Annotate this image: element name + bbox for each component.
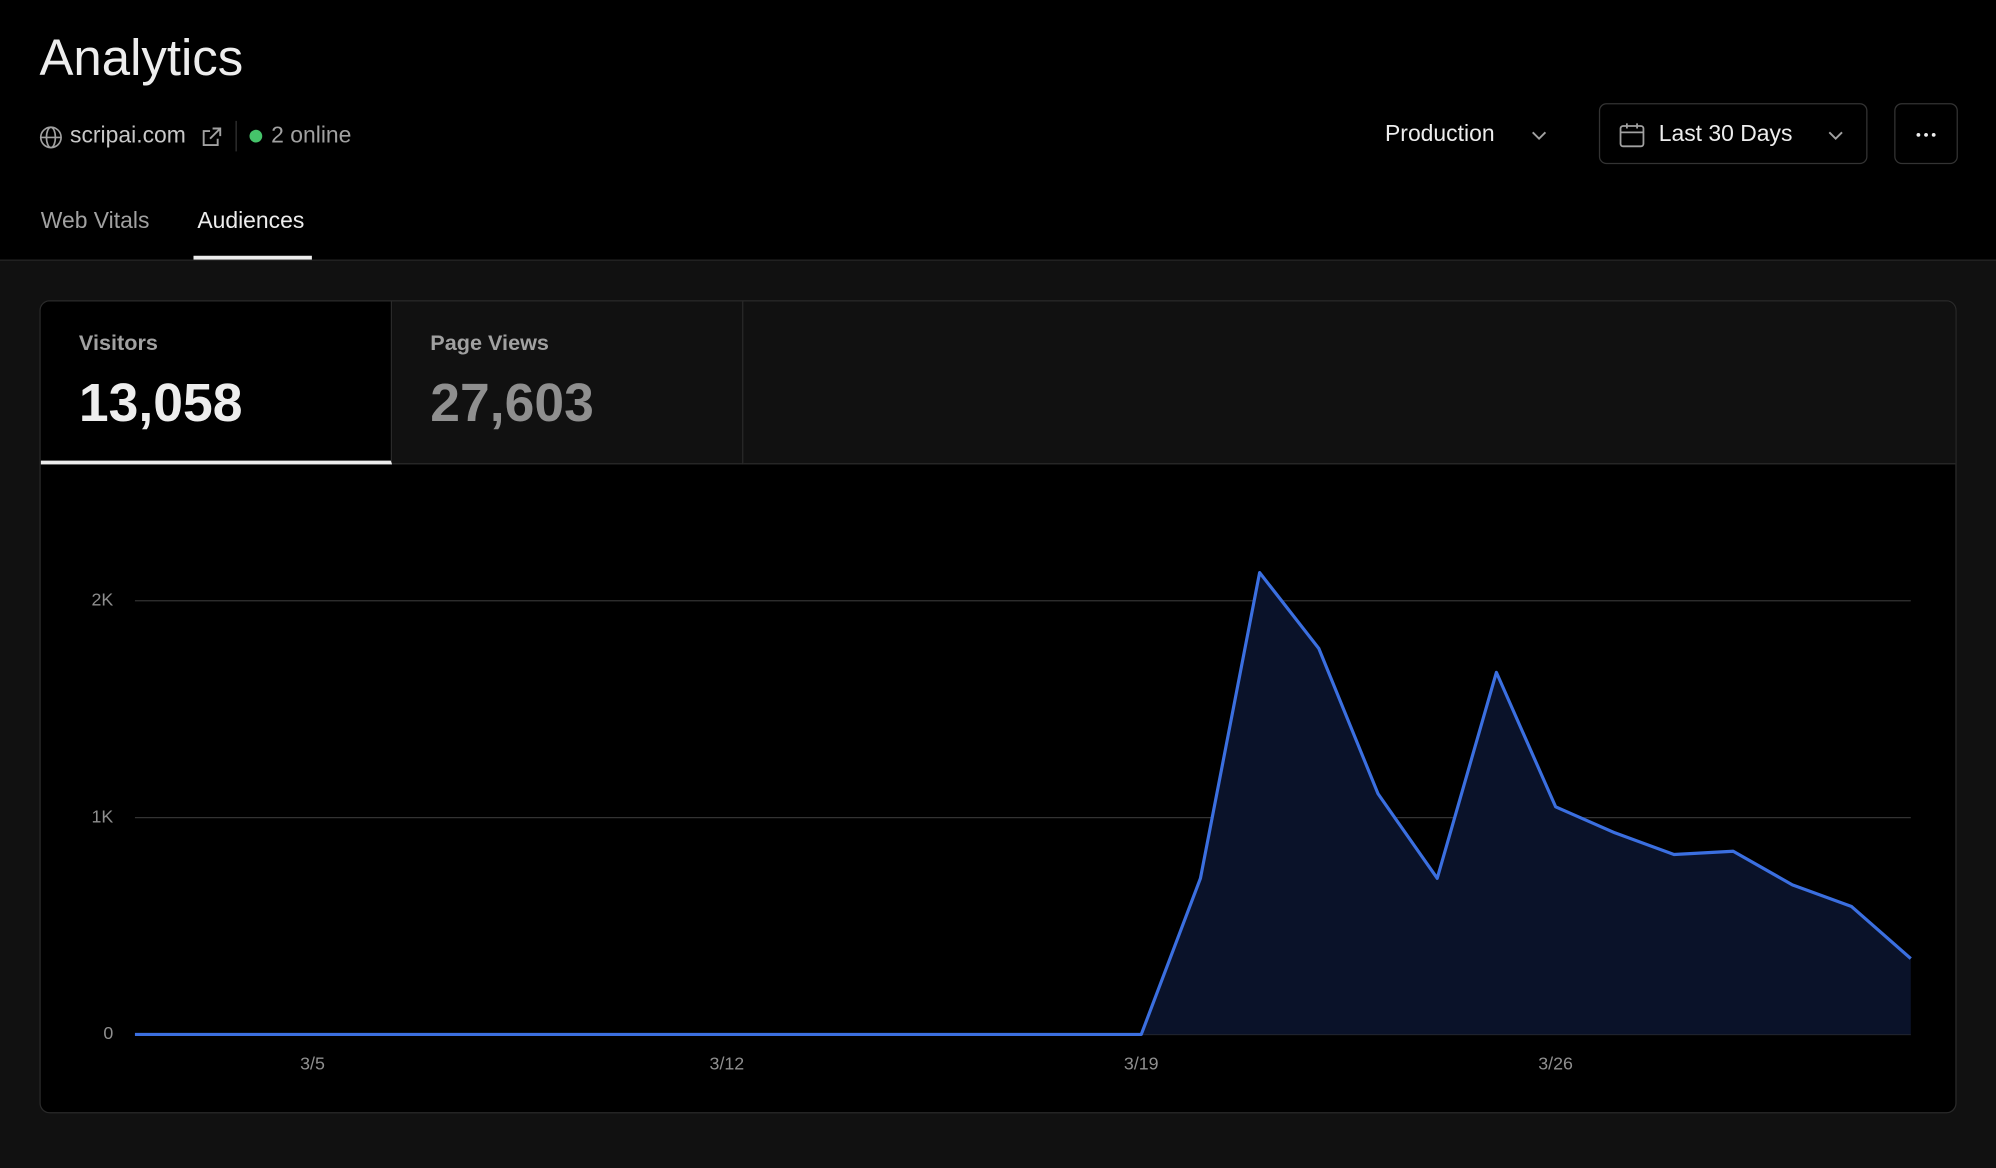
calendar-icon bbox=[1619, 123, 1645, 148]
area bbox=[134, 572, 1911, 1035]
chart: 0 1K 2K 3/5 3/12 3/19 3/26 bbox=[92, 571, 1912, 1074]
chevron-icon bbox=[1828, 131, 1843, 141]
stat-tab[interactable]: Visitors 13,058 bbox=[40, 301, 393, 465]
x-tick-label: 3/12 bbox=[710, 1054, 745, 1074]
line bbox=[134, 571, 1912, 1037]
stat-label: Visitors bbox=[78, 330, 158, 355]
online-dot bbox=[249, 129, 263, 143]
x-tick-label: 3/5 bbox=[300, 1054, 325, 1074]
environment-select[interactable]: Production bbox=[1385, 120, 1495, 147]
date-range-button[interactable]: Last 30 Days bbox=[1598, 103, 1868, 165]
y-tick-label: 2K bbox=[92, 589, 114, 609]
chart-card: Visitors 13,058 Page Views 27,603 0 1K 2K 3… bbox=[39, 300, 1957, 1114]
online-count: 2 online bbox=[271, 122, 352, 148]
stat-label: Page Views bbox=[430, 330, 549, 355]
stat-value: 27,603 bbox=[430, 372, 594, 433]
stat-value: 13,058 bbox=[78, 372, 243, 433]
active-tab-indicator bbox=[193, 255, 312, 260]
header: Analytics scripai.com 2 online Productio… bbox=[0, 0, 1996, 261]
chevron-icon bbox=[1532, 131, 1547, 141]
x-tick-label: 3/26 bbox=[1538, 1054, 1573, 1074]
stat-filler bbox=[743, 301, 1956, 465]
tab[interactable]: Audiences bbox=[197, 207, 305, 233]
divider bbox=[235, 120, 237, 152]
external-link-icon[interactable] bbox=[201, 127, 222, 147]
date-range-label: Last 30 Days bbox=[1658, 120, 1793, 147]
globe-icon bbox=[39, 126, 62, 149]
page-title: Analytics bbox=[39, 30, 244, 87]
tab[interactable]: Web Vitals bbox=[40, 207, 150, 233]
y-tick-label: 0 bbox=[103, 1023, 113, 1043]
x-tick-label: 3/19 bbox=[1124, 1054, 1159, 1074]
stat-tab[interactable]: Page Views 27,603 bbox=[392, 301, 744, 465]
more-button[interactable] bbox=[1894, 103, 1958, 165]
ellipsis-icon bbox=[1916, 132, 1936, 137]
y-tick-label: 1K bbox=[92, 806, 114, 826]
domain-link[interactable]: scripai.com bbox=[70, 122, 186, 148]
